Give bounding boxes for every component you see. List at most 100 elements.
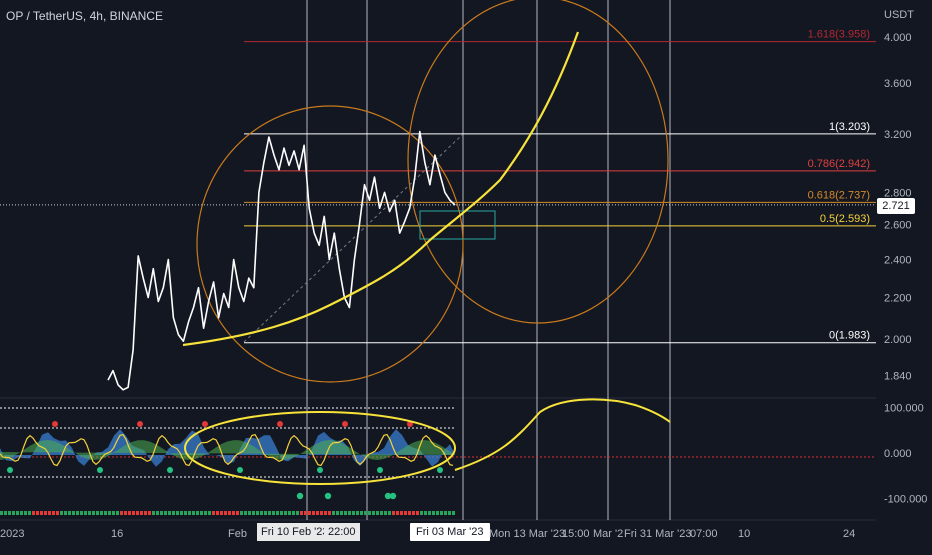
signal-strip-segment — [444, 511, 447, 515]
osc-signal-dot — [137, 421, 143, 427]
signal-strip-segment — [36, 511, 39, 515]
signal-strip-segment — [420, 511, 423, 515]
y-tick-label: 3.200 — [884, 129, 912, 141]
signal-strip-segment — [224, 511, 227, 515]
signal-strip-segment — [24, 511, 27, 515]
cycle-circle — [196, 105, 464, 383]
signal-strip-segment — [440, 511, 443, 515]
signal-strip-segment — [140, 511, 143, 515]
osc-y-tick-label: -100.000 — [884, 494, 927, 506]
signal-strip-segment — [160, 511, 163, 515]
signal-strip-segment — [84, 511, 87, 515]
x-crosshair-label: 22:00 — [324, 523, 360, 541]
fib-level-label: 1.618(3.958) — [808, 29, 870, 41]
signal-strip-segment — [312, 511, 315, 515]
x-tick-label: Feb — [228, 528, 247, 540]
signal-strip-segment — [8, 511, 11, 515]
signal-strip-segment — [132, 511, 135, 515]
signal-strip-segment — [20, 511, 23, 515]
signal-strip-segment — [176, 511, 179, 515]
signal-strip-segment — [192, 511, 195, 515]
osc-signal-dot — [237, 467, 243, 473]
signal-strip-segment — [76, 511, 79, 515]
x-tick-label: 16 — [111, 528, 124, 540]
osc-signal-dot — [377, 467, 383, 473]
signal-strip-segment — [64, 511, 67, 515]
osc-signal-dot — [384, 492, 392, 500]
signal-strip-segment — [264, 511, 267, 515]
x-crosshair-label: Fri 10 Feb '23 — [257, 523, 333, 541]
signal-strip-segment — [48, 511, 51, 515]
fib-level-label: 0.618(2.737) — [808, 189, 870, 201]
signal-strip-segment — [164, 511, 167, 515]
signal-strip-segment — [428, 511, 431, 515]
osc-signal-dot — [97, 467, 103, 473]
signal-strip-segment — [168, 511, 171, 515]
signal-strip-segment — [380, 511, 383, 515]
x-crosshair-label: Fri 03 Mar '23 — [410, 523, 490, 541]
osc-y-tick-label: 100.000 — [884, 403, 924, 415]
signal-strip-segment — [364, 511, 367, 515]
signal-strip-segment — [284, 511, 287, 515]
osc-blue-area — [0, 429, 455, 467]
signal-strip-segment — [56, 511, 59, 515]
signal-strip-segment — [108, 511, 111, 515]
signal-strip-segment — [88, 511, 91, 515]
signal-strip-segment — [200, 511, 203, 515]
osc-y-tick-label: 0.000 — [884, 448, 912, 460]
fib-level-label: 0.5(2.593) — [820, 213, 870, 225]
y-tick-label: 2.600 — [884, 220, 912, 232]
signal-strip-segment — [300, 511, 303, 515]
signal-strip-segment — [272, 511, 275, 515]
x-tick-label: 10 — [738, 528, 751, 540]
y-axis-unit: USDT — [884, 9, 914, 21]
signal-strip-segment — [100, 511, 103, 515]
signal-strip-segment — [208, 511, 211, 515]
osc-signal-dot — [324, 492, 332, 500]
signal-strip-segment — [348, 511, 351, 515]
x-tick-label: 2023 — [0, 528, 25, 540]
x-tick-label: Fri 31 Mar '23 — [624, 528, 692, 540]
signal-strip-segment — [196, 511, 199, 515]
signal-strip-segment — [452, 511, 455, 515]
signal-strip-segment — [104, 511, 107, 515]
signal-strip-segment — [400, 511, 403, 515]
signal-strip-segment — [136, 511, 139, 515]
x-tick-label: 15:00 — [562, 528, 590, 540]
signal-strip-segment — [184, 511, 187, 515]
signal-strip-segment — [316, 511, 319, 515]
signal-strip-segment — [220, 511, 223, 515]
y-tick-label: 2.800 — [884, 187, 912, 199]
signal-strip-segment — [120, 511, 123, 515]
signal-strip-segment — [188, 511, 191, 515]
signal-strip-segment — [304, 511, 307, 515]
signal-strip-segment — [240, 511, 243, 515]
signal-strip-segment — [340, 511, 343, 515]
signal-strip-segment — [268, 511, 271, 515]
signal-strip-segment — [412, 511, 415, 515]
trend-line — [243, 134, 463, 343]
signal-strip-segment — [256, 511, 259, 515]
signal-strip-segment — [28, 511, 31, 515]
signal-strip-segment — [152, 511, 155, 515]
signal-strip-segment — [416, 511, 419, 515]
signal-strip-segment — [252, 511, 255, 515]
signal-strip-segment — [328, 511, 331, 515]
osc-cycle-ellipse — [184, 411, 456, 485]
price-line-series — [107, 130, 456, 391]
osc-projection-curve — [454, 398, 671, 471]
signal-strip-segment — [116, 511, 119, 515]
signal-strip-segment — [16, 511, 19, 515]
signal-strip-segment — [376, 511, 379, 515]
signal-strip-segment — [448, 511, 451, 515]
signal-strip-segment — [112, 511, 115, 515]
signal-strip-segment — [228, 511, 231, 515]
signal-strip-segment — [332, 511, 335, 515]
signal-strip-segment — [388, 511, 391, 515]
signal-strip-segment — [408, 511, 411, 515]
signal-strip-segment — [384, 511, 387, 515]
signal-strip-segment — [80, 511, 83, 515]
